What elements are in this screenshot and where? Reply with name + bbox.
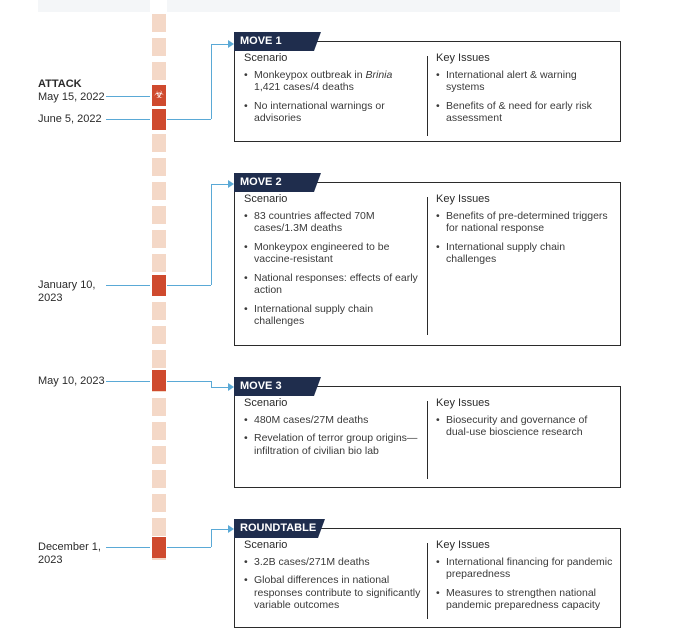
list-item: National responses: effects of early act… [244,272,419,297]
attack-label: ATTACK [38,78,82,90]
scenario-heading: Scenario [244,193,288,205]
roundtable-tag: ROUNDTABLE [234,519,325,538]
timeline-segment [152,446,166,464]
list-item: Monkeypox engineered to be vaccine-resis… [244,241,419,266]
list-item: 480M cases/27M deaths [244,414,419,427]
timeline-segment [152,518,166,536]
list-item: Biosecurity and governance of dual-use b… [436,414,611,439]
timeline-segment [152,254,166,272]
connector-dec-left [106,547,150,548]
column-divider [427,401,428,479]
move2-box: Scenario 83 countries affected 70M cases… [234,182,621,346]
connector-may-right [167,381,211,382]
timeline-segment [152,134,166,152]
connector-move1-top [211,44,228,45]
connector-move2-vertical [211,184,212,285]
move3-issues: Key Issues Biosecurity and governance of… [436,397,611,445]
timeline-event-marker [152,109,166,130]
list-item: International alert & warning systems [436,69,611,94]
list-item: 83 countries affected 70M cases/1.3M dea… [244,210,419,235]
connector-move3-top [211,387,228,388]
move2-issues: Key Issues Benefits of pre-determined tr… [436,193,611,272]
arrow-move2 [228,180,234,188]
roundtable-box: Scenario 3.2B cases/271M deaths Global d… [234,528,621,628]
arrow-move1 [228,40,234,48]
timeline-event-marker [152,537,166,558]
move3-scenario: Scenario 480M cases/27M deaths Revelatio… [244,397,419,463]
issues-heading: Key Issues [436,397,490,409]
column-divider [427,197,428,335]
list-item: International supply chain challenges [436,241,611,266]
biohazard-icon: ☣ [152,85,166,106]
connector-june-right [167,119,211,120]
issues-heading: Key Issues [436,193,490,205]
timeline-segment [152,470,166,488]
issues-heading: Key Issues [436,52,490,64]
move2-tag: MOVE 2 [234,173,321,192]
move1-issues: Key Issues International alert & warning… [436,52,611,131]
connector-move3-vertical [211,381,212,387]
timeline-segment [152,182,166,200]
connector-may-left [106,381,150,382]
timeline-segment [152,62,166,80]
connector-dec-right [167,547,211,548]
list-item: Global differences in national responses… [244,574,424,612]
connector-roundtable-vertical [211,529,212,547]
move2-scenario: Scenario 83 countries affected 70M cases… [244,193,419,334]
connector-roundtable-top [211,529,228,530]
move3-box: Scenario 480M cases/27M deaths Revelatio… [234,386,621,488]
attack-date-label: ATTACK May 15, 2022 [38,78,105,104]
event-date-dec-2023: December 1, 2023 [38,541,101,566]
column-divider [427,56,428,136]
timeline-segment [152,14,166,32]
list-item: No international warnings or advisories [244,100,419,125]
scenario-heading: Scenario [244,397,288,409]
connector-move1-vertical [211,44,212,119]
timeline-segment [152,206,166,224]
move1-box: Scenario Monkeypox outbreak in Brinia1,4… [234,41,621,142]
timeline-segment [152,494,166,512]
connector-move2-top [211,184,228,185]
timeline-segment [152,230,166,248]
timeline-event-marker [152,370,166,391]
roundtable-issues: Key Issues International financing for p… [436,539,614,618]
move1-tag: MOVE 1 [234,32,321,51]
list-item: Revelation of terror group origins—infil… [244,432,419,457]
timeline-segment [152,302,166,320]
connector-jan-right [167,285,211,286]
list-item: International supply chain challenges [244,303,419,328]
list-item: 3.2B cases/271M deaths [244,556,424,569]
event-date-jan-2023: January 10, 2023 [38,279,96,304]
list-item: Benefits of & need for early risk assess… [436,100,611,125]
list-item: Measures to strengthen national pandemic… [436,587,614,612]
timeline-segment [152,326,166,344]
column-divider [427,543,428,619]
timeline-segment [152,350,166,368]
connector-june-left [106,119,150,120]
timeline-segment [152,158,166,176]
event-date-may-2023: May 10, 2023 [38,375,105,387]
move3-tag: MOVE 3 [234,377,321,396]
timeline-segment [152,422,166,440]
list-item: International financing for pandemic pre… [436,556,614,581]
issues-heading: Key Issues [436,539,490,551]
scenario-heading: Scenario [244,539,288,551]
timeline-segment [152,398,166,416]
arrow-roundtable [228,525,234,533]
connector-attack [106,96,150,97]
roundtable-scenario: Scenario 3.2B cases/271M deaths Global d… [244,539,424,618]
event-date-june-2022: June 5, 2022 [38,113,102,125]
timeline-event-marker [152,275,166,296]
move1-scenario: Scenario Monkeypox outbreak in Brinia1,4… [244,52,419,131]
scenario-heading: Scenario [244,52,288,64]
timeline-segment [152,38,166,56]
arrow-move3 [228,383,234,391]
attack-date: May 15, 2022 [38,91,105,103]
connector-jan-left [106,285,150,286]
top-band [38,0,620,12]
list-item: Benefits of pre-determined triggers for … [436,210,611,235]
